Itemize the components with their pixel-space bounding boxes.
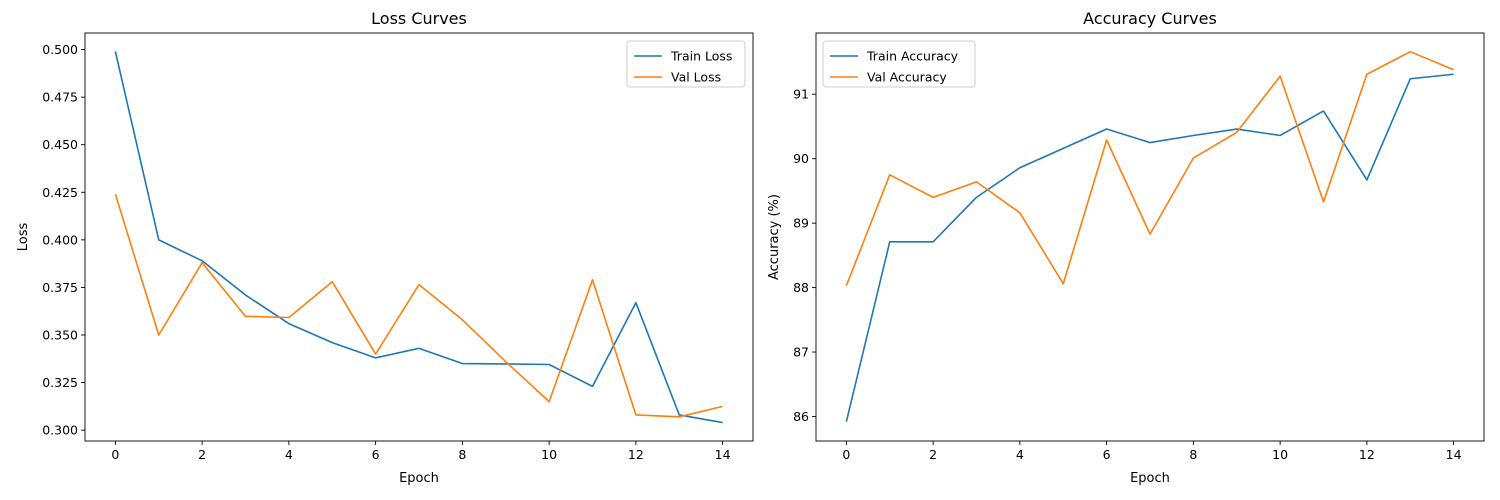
- x-tick-label: 6: [1103, 447, 1111, 462]
- y-tick-label: 0.400: [42, 232, 78, 247]
- legend: Train Accuracy Val Accuracy: [822, 40, 976, 88]
- x-tick-label: 0: [842, 447, 850, 462]
- chart-title: Loss Curves: [371, 9, 467, 28]
- x-tick-label: 2: [929, 447, 937, 462]
- x-tick-label: 14: [715, 447, 731, 462]
- y-tick-label: 0.375: [42, 280, 78, 295]
- legend-label: Train Accuracy: [866, 49, 959, 64]
- legend: Train Loss Val Loss: [626, 40, 746, 88]
- plot-frame: [815, 32, 1485, 442]
- train-accuracy-line: [845, 73, 1454, 422]
- val-loss-line: [114, 193, 723, 418]
- y-tick-label: 86: [793, 409, 809, 424]
- y-tick-label: 88: [793, 280, 809, 295]
- legend-label: Val Loss: [671, 70, 721, 85]
- y-tick-label: 0.325: [42, 375, 78, 390]
- y-tick-label: 0.475: [42, 90, 78, 105]
- chart-title: Accuracy Curves: [1083, 9, 1217, 28]
- x-tick-label: 6: [372, 447, 380, 462]
- x-tick-label: 12: [628, 447, 644, 462]
- loss-curves-chart: Loss Curves 0 2 4 6 8 10 12 14 0.300 0.325 0.350 0.3…: [16, 9, 754, 486]
- y-tick-label: 0.300: [42, 423, 78, 438]
- y-tick-label: 0.425: [42, 185, 78, 200]
- x-tick-label: 4: [1016, 447, 1024, 462]
- y-axis-label: Accuracy (%): [767, 194, 782, 280]
- y-tick-label: 87: [793, 345, 809, 360]
- x-tick-label: 8: [1189, 447, 1197, 462]
- y-tick-label: 0.500: [42, 42, 78, 57]
- x-tick-label: 14: [1446, 447, 1462, 462]
- x-tick-label: 2: [198, 447, 206, 462]
- x-tick-label: 8: [458, 447, 466, 462]
- y-axis-label: Loss: [16, 223, 31, 252]
- train-loss-line: [114, 51, 723, 424]
- legend-box: [822, 40, 976, 88]
- legend-box: [626, 40, 746, 88]
- legend-label: Val Accuracy: [867, 70, 947, 85]
- x-tick-label: 4: [285, 447, 293, 462]
- x-tick-label: 10: [541, 447, 557, 462]
- x-tick-label: 10: [1272, 447, 1288, 462]
- legend-label: Train Loss: [670, 49, 732, 64]
- x-tick-label: 12: [1359, 447, 1375, 462]
- plot-frame: [84, 32, 754, 442]
- x-axis-label: Epoch: [399, 471, 439, 486]
- val-accuracy-line: [845, 50, 1454, 286]
- y-tick-label: 89: [793, 216, 809, 231]
- y-tick-label: 0.350: [42, 328, 78, 343]
- y-tick-label: 90: [793, 151, 809, 166]
- x-tick-label: 0: [111, 447, 119, 462]
- x-axis-label: Epoch: [1130, 471, 1170, 486]
- accuracy-curves-chart: Accuracy Curves 0 2 4 6 8 10 12 14 86 87 88 89 90 91 Ep…: [767, 9, 1485, 486]
- y-tick-label: 0.450: [42, 137, 78, 152]
- y-tick-label: 91: [793, 87, 809, 102]
